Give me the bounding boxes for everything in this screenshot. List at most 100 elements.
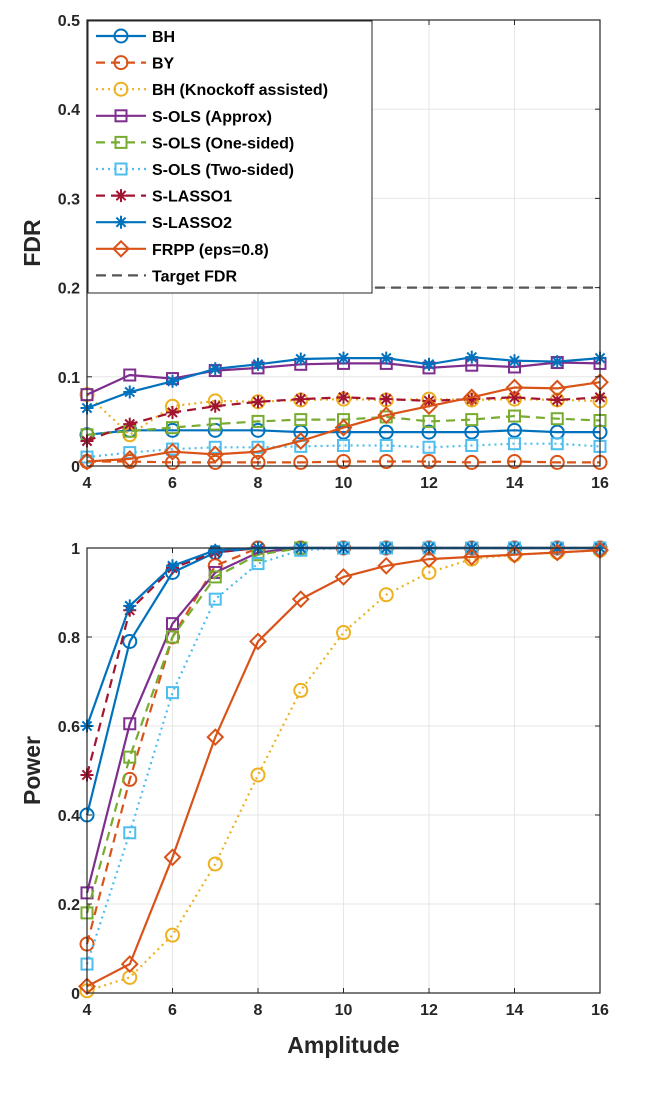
data-point [294,392,308,406]
legend-marker [114,109,128,123]
data-point [337,351,350,365]
legend-marker [112,239,130,258]
legend-marker [113,81,129,97]
data-point [379,351,393,365]
legend-entry-label: S-OLS (One-sided) [152,135,294,152]
data-point [508,437,521,451]
data-point [337,390,350,404]
data-point [208,543,222,557]
legend-entry-label: S-OLS (Two-sided) [152,162,294,179]
legend-box [87,20,373,294]
data-point [250,422,266,438]
legend-entry-label: BH (Knockoff assisted) [152,82,328,99]
data-point [378,587,394,603]
data-point [123,599,137,613]
series-line-0 [86,429,600,436]
data-point [337,413,350,427]
series-line-8 [86,549,601,988]
data-point [207,856,223,872]
data-point [465,413,479,427]
data-point [166,405,179,419]
data-point [379,392,393,406]
legend-marker [114,135,128,149]
legend-marker [113,55,129,71]
data-point [123,750,137,764]
data-point [422,440,436,454]
data-point [420,550,438,569]
data-point [123,826,137,840]
power-plot: 4 6 8 10 12 14 16 0 0.2 0.4 0.6 0.8 1 Power Amplitude [19,540,609,1058]
data-point [208,440,222,454]
data-point [334,568,353,586]
legend-marker [113,28,129,44]
x-tick-label: 12 [420,475,438,492]
x-tick-label: 16 [591,1002,609,1019]
data-point [123,385,137,399]
x-tick-label: 10 [335,1002,353,1019]
data-point [206,445,225,464]
x-tick-label: 10 [335,475,353,492]
data-point [422,414,436,428]
data-point [550,355,564,369]
series-line-5 [86,442,601,459]
data-point [334,418,353,437]
data-point [123,717,137,731]
data-point [507,454,522,470]
data-point [123,368,137,382]
legend-entry-label: FRPP (eps=0.8) [152,242,269,259]
data-point [377,406,396,425]
data-point [421,424,437,440]
x-tick-label: 8 [254,1002,263,1019]
y-tick-label: 0.2 [58,281,80,298]
data-point [549,454,565,470]
data-point [249,632,267,651]
data-point [166,686,179,700]
data-point [548,379,567,398]
data-point [550,412,564,426]
fdr-plot: 4 6 8 10 12 14 16 0 0.1 0.2 0.3 0.4 0.5 FDR BH BY BH (Kn… [19,13,609,492]
data-point [166,421,179,435]
legend-marker [114,215,128,229]
data-point [336,625,351,641]
data-point [166,559,179,573]
data-point [207,454,223,470]
series-line-8 [86,381,601,463]
data-point [251,357,265,371]
y-axis-label: FDR [19,219,45,267]
x-axis-label: Amplitude [287,1032,399,1058]
data-point [505,545,524,564]
x-tick-label: 14 [506,475,524,492]
data-point [378,454,394,470]
x-tick-label: 4 [83,1002,92,1019]
data-point [422,357,436,371]
data-point [208,570,222,584]
data-point [505,378,524,397]
data-point [208,399,222,413]
data-point [163,442,182,461]
data-point [422,394,436,408]
data-point [165,927,180,943]
data-point [293,454,309,470]
x-tick-label: 4 [83,475,92,492]
data-point [420,397,438,416]
data-point [166,374,179,388]
legend-marker [114,162,128,176]
y-tick-label: 0 [71,986,80,1003]
data-point [122,633,138,649]
legend-entry-label: BY [152,56,175,73]
data-point [123,417,137,431]
data-point [508,354,521,368]
data-point [465,350,479,364]
data-point [462,388,481,407]
legend-entry-label: S-LASSO2 [152,215,232,232]
data-point [378,424,394,440]
data-point [120,955,139,973]
data-point [78,452,96,471]
data-point [166,617,179,631]
data-point [465,392,479,406]
y-tick-label: 0 [71,459,80,476]
data-point [78,977,96,996]
data-point [337,438,350,452]
data-point [291,590,310,609]
data-point [507,422,522,438]
